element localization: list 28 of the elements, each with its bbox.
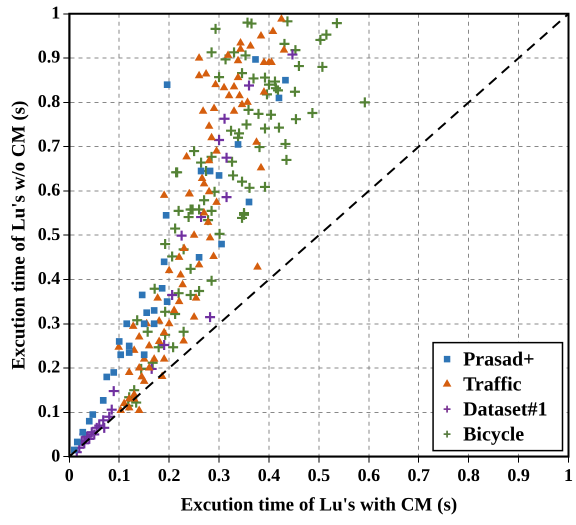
x-tick-label: 0.8 (457, 465, 480, 486)
y-tick-label: 0.5 (38, 224, 60, 244)
x-tick-label: 0.5 (308, 465, 330, 486)
y-tick-label: 0.8 (38, 91, 60, 112)
y-tick-label: 0.7 (38, 135, 60, 156)
y-axis-title: Excution time of Lu's w/o CM (s) (8, 100, 30, 370)
x-tick-label: 0.6 (358, 465, 380, 486)
y-tick-label: 0.3 (38, 312, 60, 332)
y-tick-label: 0.4 (38, 268, 60, 288)
y-tick-label: 0 (51, 445, 60, 466)
x-tick-label: 0.7 (407, 465, 430, 486)
x-axis-title: Excution time of Lu's with CM (s) (180, 494, 458, 516)
y-tick-label: 0.2 (38, 356, 60, 377)
y-tick-label: 0.6 (38, 180, 60, 200)
x-tick-label: 0.4 (258, 465, 280, 486)
legend-label: Dataset#1 (463, 398, 548, 420)
x-tick-label: 0.1 (108, 465, 130, 486)
y-tick-label: 0.9 (38, 46, 60, 67)
y-tick-label: 0.1 (38, 400, 60, 421)
x-tick-label: 0.2 (158, 465, 180, 486)
x-tick-label: 0.9 (507, 465, 530, 486)
legend-label: Prasad+ (463, 348, 534, 370)
y-tick-label: 1 (51, 2, 60, 22)
x-tick-label: 0 (64, 465, 74, 486)
legend-label: Bicycle (463, 423, 524, 446)
x-tick-label: 0.3 (208, 465, 230, 486)
x-tick-label: 1 (564, 465, 573, 486)
legend-label: Traffic (463, 373, 522, 396)
